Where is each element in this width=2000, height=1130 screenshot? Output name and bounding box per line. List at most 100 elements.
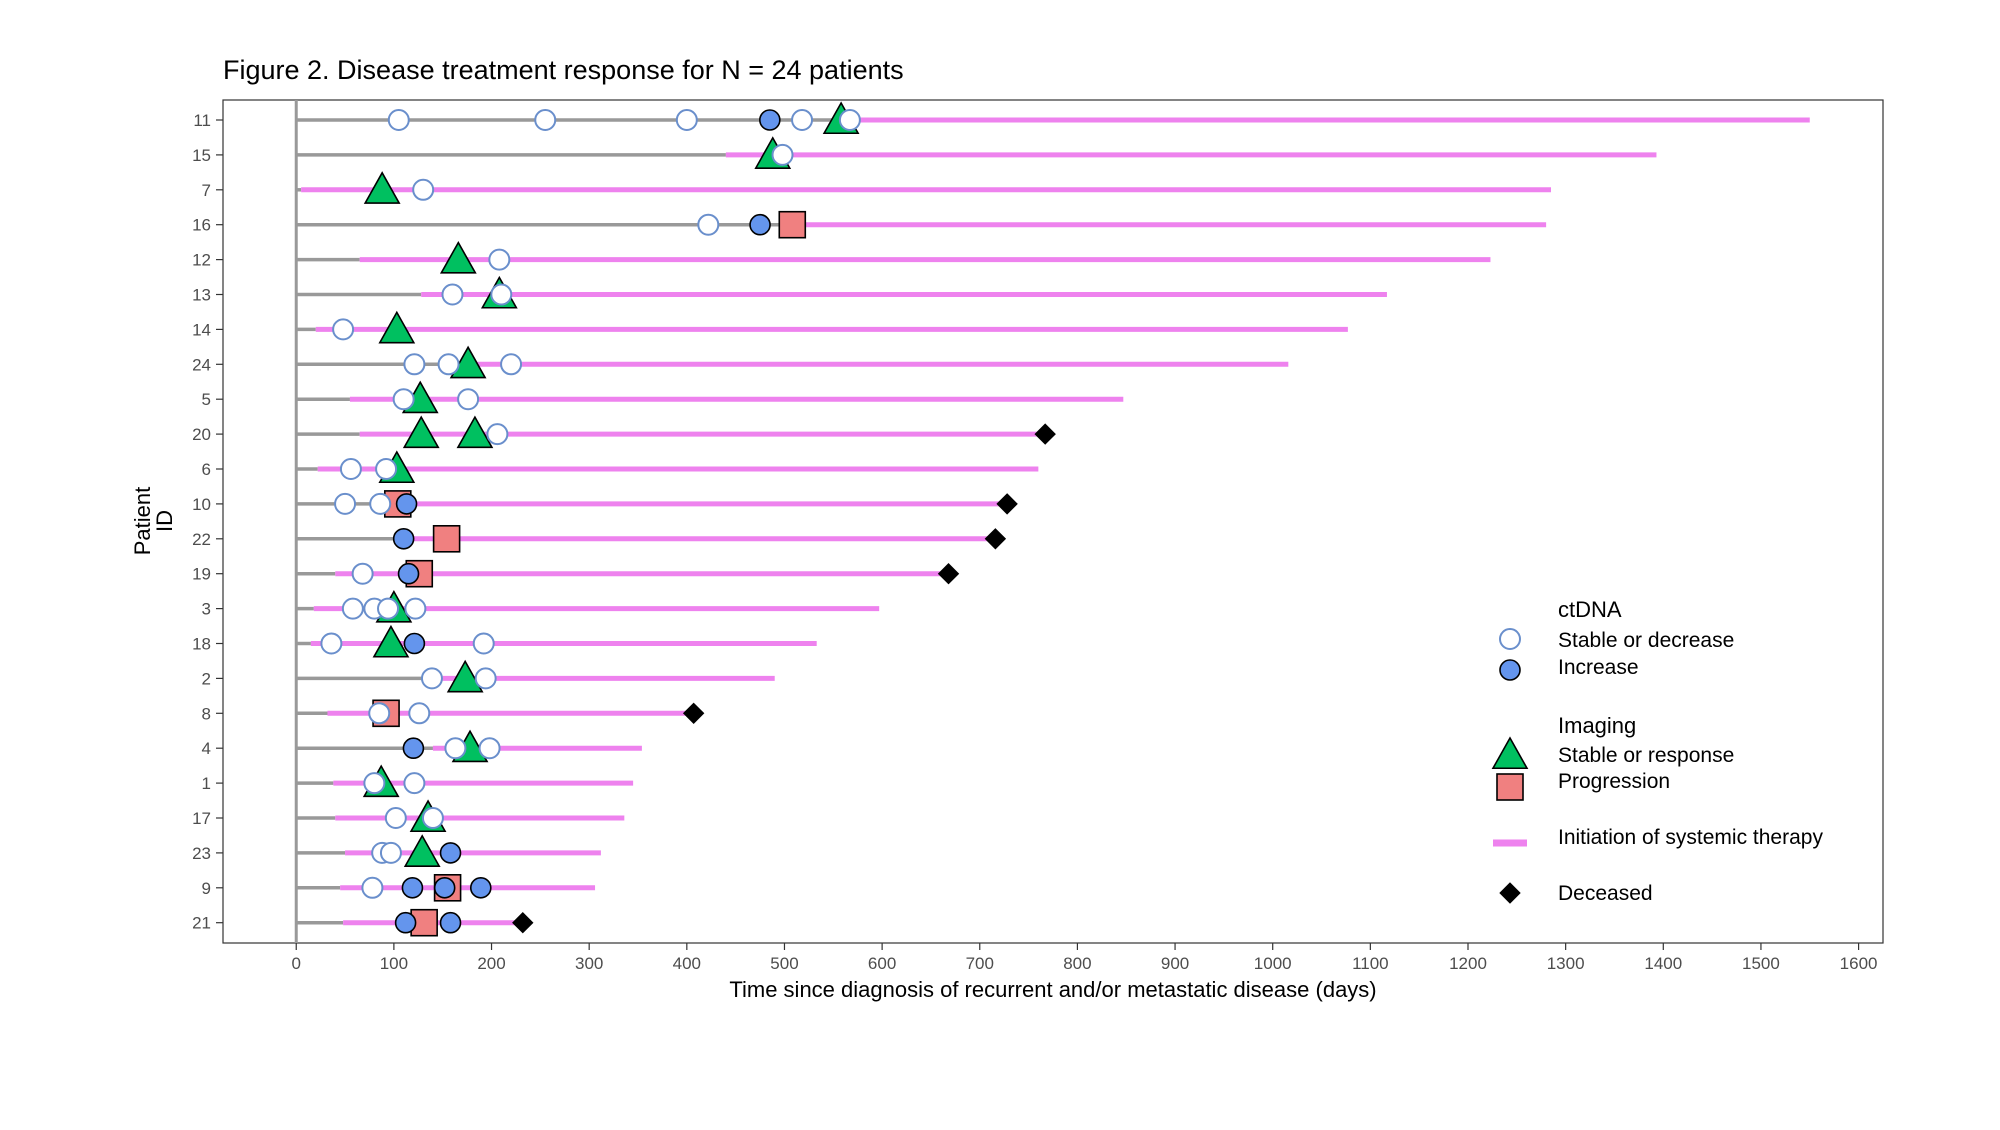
- imaging-stable-marker: [446, 659, 484, 693]
- ctdna-stable-marker: [675, 109, 698, 131]
- patient-row: [296, 240, 1491, 274]
- ctdna-increase-marker: [394, 911, 417, 934]
- y-tick-label: 24: [192, 355, 211, 374]
- ctdna-increase-marker: [749, 213, 771, 236]
- imaging-stable-marker: [378, 310, 416, 344]
- ctdna-stable-marker: [334, 492, 357, 515]
- ctdna-stable-marker: [408, 702, 431, 725]
- ctdna-stable-marker: [534, 109, 557, 131]
- deceased-marker: [996, 493, 1018, 515]
- y-tick-label: 2: [202, 669, 211, 688]
- ctdna-stable-marker: [478, 737, 501, 760]
- x-tick-label: 1000: [1254, 954, 1292, 973]
- deceased-marker: [937, 562, 960, 585]
- imaging-stable-marker: [449, 345, 487, 379]
- ctdna-stable-marker: [412, 178, 435, 201]
- ctdna-stable-marker: [379, 841, 402, 864]
- x-tick-label: 1400: [1644, 954, 1682, 973]
- imaging-stable-marker: [363, 171, 401, 204]
- x-axis: 0 100 200 300 400 500 600 700 800 900 1000 1100 1200…: [292, 943, 1878, 973]
- y-tick-label: 7: [202, 181, 211, 200]
- patient-row: [296, 659, 775, 693]
- ctdna-increase-marker: [392, 527, 415, 550]
- imaging-stable-marker: [403, 834, 441, 867]
- deceased-marker: [682, 702, 705, 725]
- x-tick-label: 100: [380, 954, 408, 973]
- ctdna-stable-marker: [490, 283, 513, 306]
- ctdna-increase-marker: [403, 632, 426, 655]
- legend-ctdna-stable-label: Stable or decrease: [1558, 629, 1734, 652]
- x-tick-label: 1200: [1449, 954, 1487, 973]
- ctdna-stable-marker: [361, 876, 384, 899]
- x-tick-label: 200: [477, 954, 505, 973]
- imaging-stable-marker: [372, 624, 410, 658]
- patient-row: [296, 589, 880, 623]
- legend-therapy-label: Initiation of systemic therapy: [1558, 826, 1823, 849]
- ctdna-increase-marker: [433, 876, 456, 899]
- x-tick-label: 1300: [1547, 954, 1585, 973]
- y-tick-label: 23: [192, 844, 211, 863]
- ctdna-stable-marker: [392, 388, 415, 411]
- x-tick-label: 800: [1063, 954, 1091, 973]
- y-tick-label: 19: [192, 565, 211, 584]
- y-tick-label: 10: [192, 495, 211, 514]
- patient-row: [296, 101, 1810, 135]
- imaging-stable-marker: [456, 415, 494, 449]
- y-tick-label: 8: [202, 704, 211, 723]
- patient-row: [296, 624, 817, 658]
- x-tick-label: 700: [966, 954, 994, 973]
- patient-row: [296, 415, 1056, 449]
- legend-imaging-title: Imaging: [1558, 713, 1636, 738]
- x-tick-label: 1100: [1352, 954, 1389, 973]
- chart-title: Figure 2. Disease treatment response for…: [223, 55, 904, 85]
- y-tick-label: 6: [202, 460, 211, 479]
- ctdna-stable-marker: [363, 772, 386, 795]
- legend-deceased-label: Deceased: [1558, 882, 1653, 905]
- patient-row: [296, 136, 1657, 169]
- ctdna-stable-marker: [420, 667, 443, 690]
- ctdna-stable-marker: [771, 143, 794, 166]
- ctdna-stable-marker: [791, 109, 814, 131]
- ctdna-stable-marker: [403, 772, 426, 795]
- x-axis-label: Time since diagnosis of recurrent and/or…: [729, 977, 1376, 1002]
- patient-row: [296, 490, 1018, 518]
- patient-row: [296, 834, 601, 867]
- ctdna-increase-marker: [395, 493, 418, 515]
- patient-row: [296, 345, 1289, 379]
- y-tick-label: 13: [192, 286, 211, 305]
- x-tick-label: 1500: [1742, 954, 1780, 973]
- imaging-progression-marker: [432, 524, 461, 553]
- y-tick-label: 4: [202, 739, 211, 758]
- ctdna-increase-marker: [401, 876, 424, 899]
- y-axis: 11 15 7 16 12 13 14 24 5 20 6 10 22 19 3 18 2 8 4 1 17 23 9 21: [192, 111, 223, 933]
- x-tick-label: 500: [770, 954, 798, 973]
- patient-row: [296, 908, 534, 937]
- ctdna-stable-marker: [375, 458, 398, 480]
- ctdna-stable-marker: [697, 213, 720, 236]
- legend-ctdna-title: ctDNA: [1558, 597, 1622, 622]
- legend-ctdna-increase-label: Increase: [1558, 656, 1639, 679]
- ctdna-stable-marker: [472, 632, 495, 655]
- y-tick-label: 3: [202, 600, 211, 619]
- patient-row: [296, 799, 625, 833]
- legend-deceased-icon: [1499, 882, 1521, 904]
- patient-row: [296, 275, 1387, 309]
- y-tick-label: 22: [192, 530, 211, 549]
- deceased-marker: [512, 911, 534, 934]
- ctdna-increase-marker: [439, 911, 462, 934]
- ctdna-stable-marker: [838, 109, 861, 131]
- x-tick-label: 400: [673, 954, 701, 973]
- y-tick-label: 17: [192, 809, 211, 828]
- ctdna-stable-marker: [377, 597, 400, 620]
- patient-rows: [296, 101, 1810, 937]
- ctdna-stable-marker: [341, 597, 364, 620]
- x-tick-label: 900: [1161, 954, 1189, 973]
- deceased-marker: [984, 528, 1007, 550]
- ctdna-stable-marker: [403, 353, 426, 376]
- y-tick-label: 21: [192, 914, 211, 933]
- ctdna-increase-marker: [439, 842, 462, 864]
- ctdna-stable-marker: [488, 248, 511, 271]
- ctdna-stable-marker: [351, 562, 374, 585]
- ctdna-stable-marker: [384, 807, 407, 829]
